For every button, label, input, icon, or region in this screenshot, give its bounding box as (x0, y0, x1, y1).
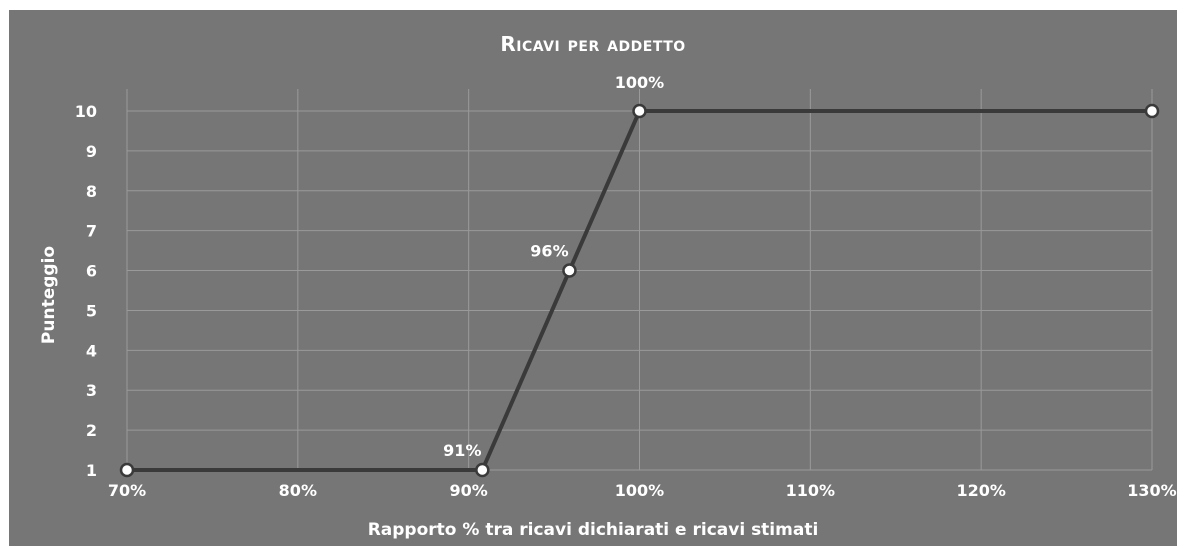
y-tick-label: 2 (86, 421, 97, 440)
y-tick-label: 3 (86, 381, 97, 400)
data-label: 96% (530, 242, 568, 261)
y-tick-label: 9 (86, 142, 97, 161)
x-tick-label: 130% (1127, 481, 1176, 500)
data-label: 100% (615, 73, 664, 92)
y-tick-label: 5 (86, 301, 97, 320)
x-tick-label: 110% (786, 481, 835, 500)
x-tick-label: 100% (615, 481, 664, 500)
y-axis-label: Punteggio (39, 245, 59, 345)
chart-plot: 1 2 3 4 5 6 7 8 9 10 70% 80% 90% 100% 110% 120% 130% 91% 9… (75, 73, 1177, 500)
data-point-marker (562, 263, 577, 278)
x-tick-label: 70% (108, 481, 146, 500)
data-point-marker (1144, 103, 1160, 119)
y-tick-label: 10 (75, 102, 97, 121)
y-tick-label: 6 (86, 262, 97, 281)
data-point-marker (475, 462, 490, 478)
y-tick-label: 4 (86, 341, 97, 360)
y-tick-label: 1 (86, 461, 97, 480)
x-axis-label: Rapporto % tra ricavi dichiarati e ricav… (367, 520, 819, 540)
y-tick-label: 7 (86, 222, 97, 241)
data-label: 91% (443, 441, 481, 460)
chart-title: Ricavi per addetto (500, 32, 686, 56)
y-tick-label: 8 (86, 182, 97, 201)
x-tick-label: 120% (956, 481, 1005, 500)
data-point-marker (119, 462, 135, 478)
x-tick-label: 90% (450, 481, 488, 500)
chart-area: Ricavi per addetto 1 2 3 4 5 6 7 8 9 10 70% 80% 90% 1… (9, 10, 1177, 546)
x-tick-label: 80% (279, 481, 317, 500)
data-point-marker (632, 103, 647, 119)
